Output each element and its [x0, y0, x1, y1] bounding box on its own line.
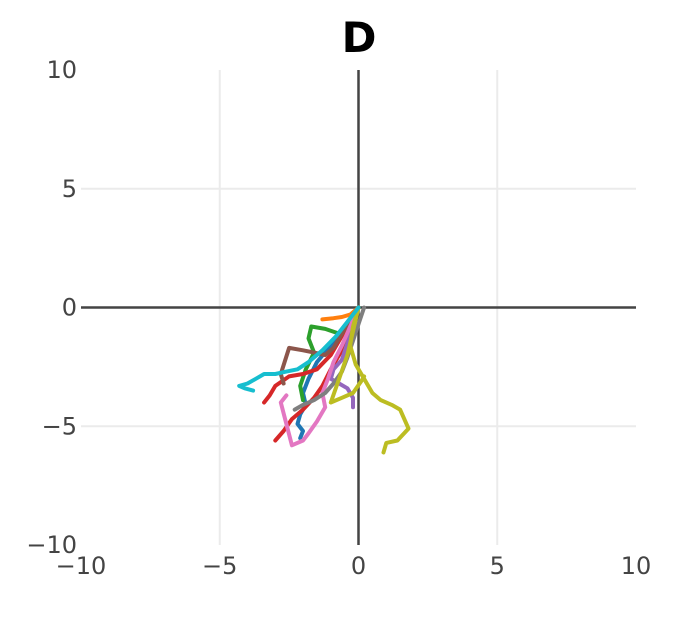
data-traces: [237, 305, 411, 455]
series-line-12: [237, 305, 361, 393]
y-tick-label: 5: [62, 175, 77, 203]
y-tick-label: −10: [26, 531, 77, 559]
x-tick-label: −5: [202, 552, 237, 580]
y-tick-label: 0: [62, 294, 77, 322]
series-line-8: [278, 305, 361, 448]
x-tick-label: −10: [56, 552, 107, 580]
x-tick-label: 10: [621, 552, 652, 580]
chart-title: D: [342, 13, 377, 62]
x-tick-label: 0: [351, 552, 366, 580]
series-line-11: [328, 305, 367, 405]
y-tick-label: −5: [42, 412, 77, 440]
y-tick-label: 10: [46, 56, 77, 84]
y-axis-ticks: −10 −5 0 5 10: [26, 56, 77, 559]
x-tick-label: 5: [490, 552, 505, 580]
x-axis-ticks: −10 −5 0 5 10: [56, 552, 652, 580]
